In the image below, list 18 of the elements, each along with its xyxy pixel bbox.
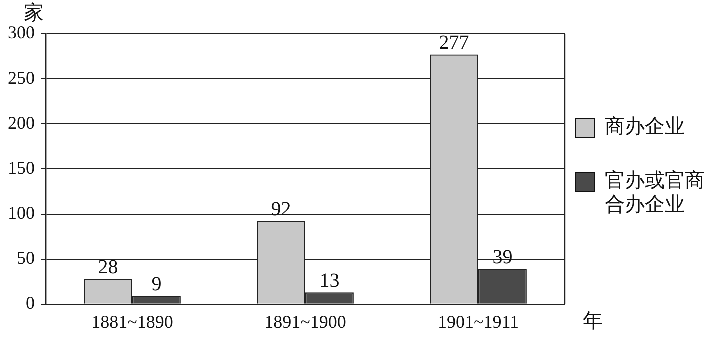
- y-tick-label: 0: [26, 293, 35, 314]
- y-tick-label: 200: [8, 112, 35, 133]
- y-tick-label: 100: [8, 203, 35, 223]
- y-tick-label: 150: [8, 158, 35, 178]
- data-label: 28: [98, 256, 118, 278]
- x-tick-label: 1901~1911: [438, 312, 520, 332]
- y-tick-label: 250: [8, 68, 35, 88]
- data-label: 9: [152, 274, 162, 296]
- y-tick-label: 50: [17, 248, 35, 268]
- data-label: 13: [320, 270, 340, 292]
- x-tick-label: 1891~1900: [264, 312, 346, 332]
- legend-label: 官办或官商合办企业: [605, 169, 706, 217]
- y-tick-label: 300: [8, 22, 35, 43]
- legend-label: 商办企业: [605, 115, 686, 139]
- data-label: 277: [439, 32, 470, 54]
- x-axis-title: 年: [583, 310, 603, 333]
- x-tick-label: 1881~1890: [92, 312, 174, 332]
- y-axis-title: 家: [24, 2, 44, 24]
